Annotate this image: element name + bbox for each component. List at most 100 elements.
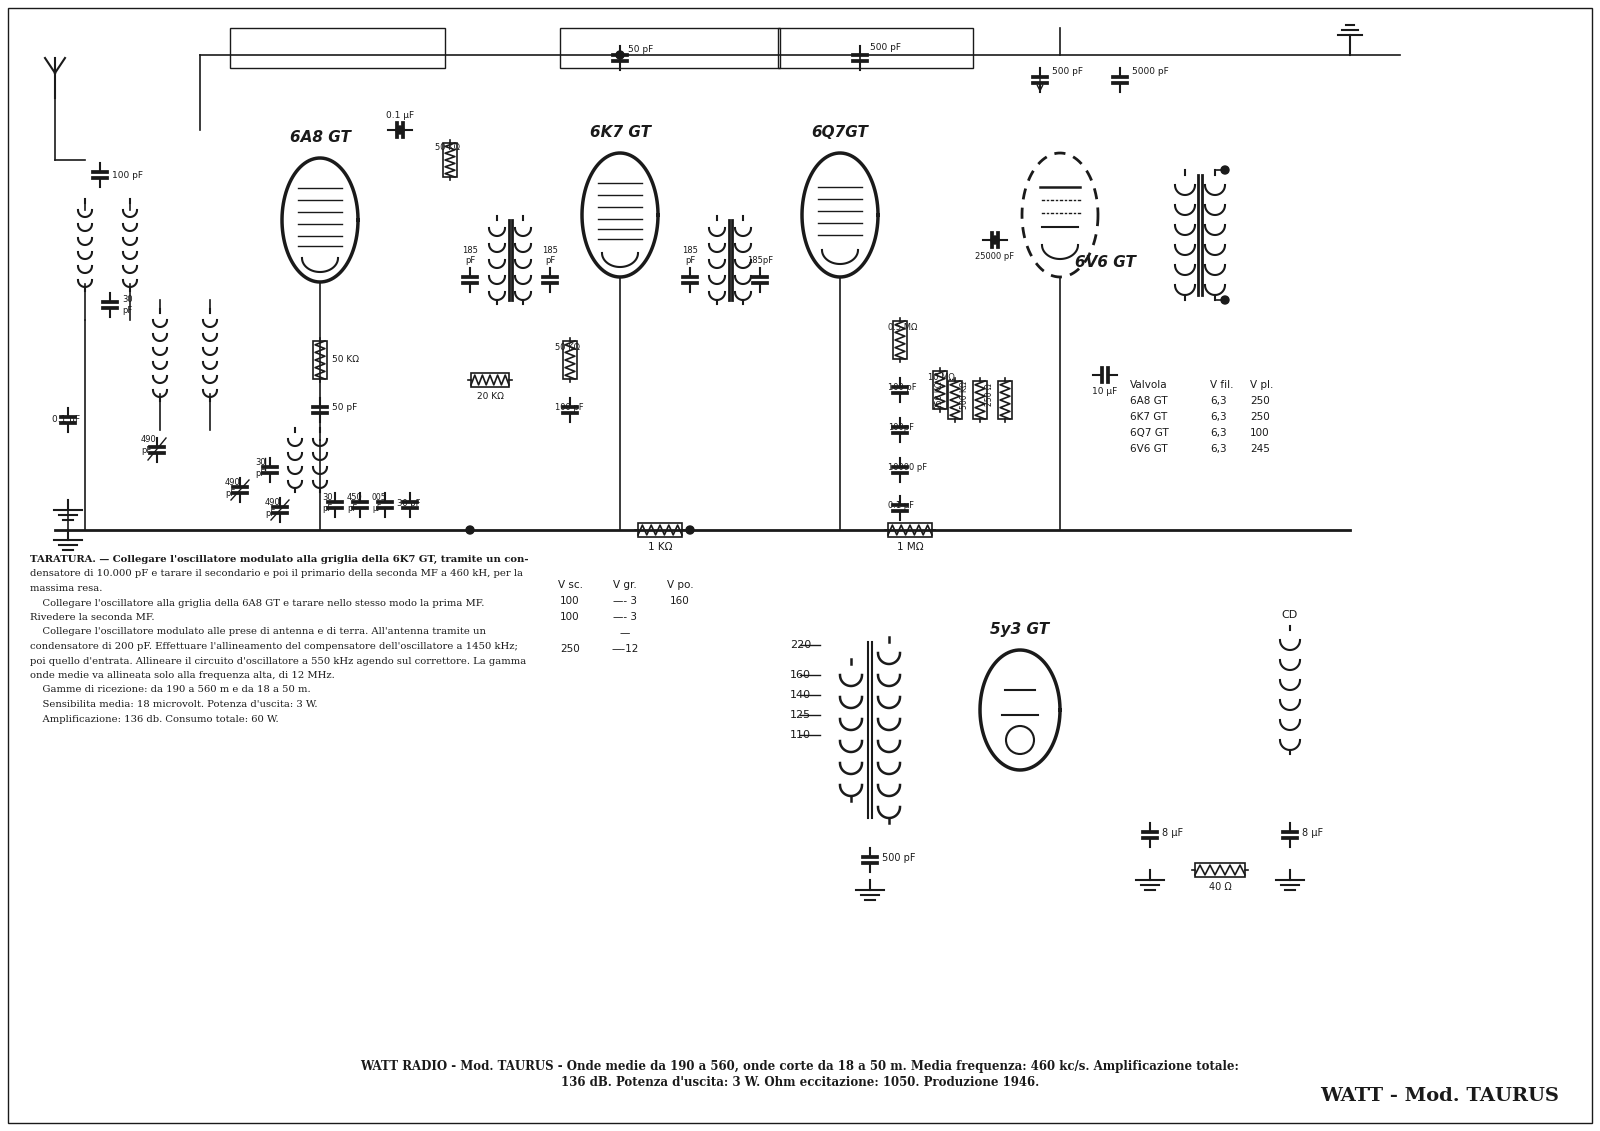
Text: 50 KΩ: 50 KΩ [435, 144, 461, 153]
Text: condensatore di 200 pF. Effettuare l'allineamento del compensatore dell'oscillat: condensatore di 200 pF. Effettuare l'all… [30, 642, 518, 651]
Text: V gr.: V gr. [613, 580, 637, 590]
Text: 8 µF: 8 µF [1302, 828, 1323, 838]
Text: 0.1 µF: 0.1 µF [888, 501, 914, 510]
Circle shape [466, 526, 474, 534]
Text: Collegare l'oscillatore alla griglia della 6A8 GT e tarare nello stesso modo la : Collegare l'oscillatore alla griglia del… [30, 598, 485, 607]
Text: 245: 245 [1250, 444, 1270, 454]
Text: 6,3: 6,3 [1210, 428, 1227, 438]
Text: 30
pF: 30 pF [254, 458, 266, 477]
Text: 490
pF: 490 pF [226, 478, 240, 498]
Text: 500 pF: 500 pF [870, 43, 901, 52]
Text: 500 pF: 500 pF [882, 853, 915, 863]
Text: —- 3: —- 3 [613, 612, 637, 622]
Text: 20 KΩ: 20 KΩ [477, 392, 504, 402]
Circle shape [1221, 296, 1229, 304]
Bar [998, 381, 1013, 418]
Text: Valvola: Valvola [1130, 380, 1168, 390]
Text: 125: 125 [790, 710, 811, 720]
Text: 50 pF: 50 pF [333, 404, 357, 413]
Text: 250 Ω: 250 Ω [986, 383, 994, 406]
Bar [314, 342, 326, 379]
Text: Gamme di ricezione: da 190 a 560 m e da 18 a 50 m.: Gamme di ricezione: da 190 a 560 m e da … [30, 685, 310, 694]
Text: 5000 pF: 5000 pF [1133, 68, 1168, 77]
Bar [230, 28, 445, 68]
Text: 185pF: 185pF [747, 256, 773, 265]
Bar [933, 371, 947, 409]
Text: 160: 160 [790, 670, 811, 680]
Text: —-12: —-12 [611, 644, 638, 654]
Text: 10000 pF: 10000 pF [888, 464, 926, 473]
Bar [947, 381, 962, 418]
Text: massima resa.: massima resa. [30, 584, 102, 593]
Text: V po.: V po. [667, 580, 693, 590]
Circle shape [990, 236, 998, 244]
Text: 005
µF: 005 µF [371, 493, 387, 512]
Text: 6,3: 6,3 [1210, 444, 1227, 454]
Bar [443, 143, 458, 176]
Bar [778, 28, 973, 68]
Text: 6Q7GT: 6Q7GT [811, 126, 869, 140]
Circle shape [397, 126, 403, 133]
Circle shape [1221, 166, 1229, 174]
Circle shape [616, 51, 624, 59]
Text: 10 µF: 10 µF [1093, 387, 1118, 396]
Text: 500 KΩ: 500 KΩ [960, 381, 970, 409]
Text: WATT - Mod. TAURUS: WATT - Mod. TAURUS [1320, 1087, 1560, 1105]
Text: 10 MΩ: 10 MΩ [928, 373, 955, 382]
Text: 220: 220 [790, 640, 811, 650]
Text: 25000 pF: 25000 pF [976, 252, 1014, 261]
Text: poi quello d'entrata. Allineare il circuito d'oscillatore a 550 kHz agendo sul c: poi quello d'entrata. Allineare il circu… [30, 656, 526, 665]
Bar [638, 523, 682, 537]
Text: 250: 250 [560, 644, 579, 654]
Text: 250: 250 [1250, 396, 1270, 406]
Text: 6A8 GT: 6A8 GT [1130, 396, 1168, 406]
Text: CD: CD [1282, 610, 1298, 620]
Text: 0.1 µF: 0.1 µF [386, 111, 414, 120]
Text: 100 pF: 100 pF [555, 404, 584, 413]
Text: 0.1 µF: 0.1 µF [51, 415, 80, 424]
Text: 160: 160 [670, 596, 690, 606]
Text: 100: 100 [1250, 428, 1270, 438]
Text: 5y3 GT: 5y3 GT [990, 622, 1050, 637]
Text: 6Q7 GT: 6Q7 GT [1130, 428, 1168, 438]
Text: 500 pF: 500 pF [1053, 68, 1083, 77]
Text: 6,3: 6,3 [1210, 412, 1227, 422]
Text: 50 KΩ: 50 KΩ [555, 344, 579, 353]
Text: 50 pF: 50 pF [627, 45, 653, 54]
Text: —: — [619, 628, 630, 638]
Bar [893, 321, 907, 359]
Text: 136 dB. Potenza d'uscita: 3 W. Ohm eccitazione: 1050. Produzione 1946.: 136 dB. Potenza d'uscita: 3 W. Ohm eccit… [562, 1076, 1038, 1089]
Bar [470, 373, 509, 387]
Text: —- 3: —- 3 [613, 596, 637, 606]
Text: 1 MΩ: 1 MΩ [896, 542, 923, 552]
Text: 40 Ω: 40 Ω [1208, 882, 1232, 892]
Text: 50 KΩ: 50 KΩ [333, 355, 358, 364]
Text: 30
pF: 30 pF [122, 295, 133, 314]
Text: V pl.: V pl. [1250, 380, 1274, 390]
Text: 100: 100 [560, 612, 579, 622]
Bar [1195, 863, 1245, 877]
Text: 30
pF: 30 pF [322, 493, 333, 512]
Text: WATT RADIO - Mod. TAURUS - Onde medie da 190 a 560, onde corte da 18 a 50 m. Med: WATT RADIO - Mod. TAURUS - Onde medie da… [360, 1060, 1240, 1073]
Text: 6K7 GT: 6K7 GT [589, 126, 651, 140]
Text: 30 pF: 30 pF [397, 499, 421, 508]
Text: densatore di 10.000 pF e tarare il secondario e poi il primario della seconda MF: densatore di 10.000 pF e tarare il secon… [30, 570, 523, 578]
Text: 100 pF: 100 pF [112, 171, 142, 180]
Text: TARATURA. — Collegare l'oscillatore modulato alla griglia della 6K7 GT, tramite : TARATURA. — Collegare l'oscillatore modu… [30, 555, 528, 564]
Text: 6,3: 6,3 [1210, 396, 1227, 406]
Bar [560, 28, 781, 68]
Text: 490
pF: 490 pF [266, 499, 280, 518]
Text: Collegare l'oscillatore modulato alle prese di antenna e di terra. All'antenna t: Collegare l'oscillatore modulato alle pr… [30, 628, 486, 637]
Text: onde medie va allineata solo alla frequenza alta, di 12 MHz.: onde medie va allineata solo alla freque… [30, 671, 334, 680]
Text: 100 pF: 100 pF [888, 383, 917, 392]
Text: 6V6 GT: 6V6 GT [1075, 254, 1136, 270]
Text: 185
pF: 185 pF [542, 245, 558, 265]
Text: 110: 110 [790, 729, 811, 740]
Text: 185
pF: 185 pF [682, 245, 698, 265]
Text: 185
pF: 185 pF [462, 245, 478, 265]
Text: 1 KΩ: 1 KΩ [648, 542, 672, 552]
Text: Sensibilita media: 18 microvolt. Potenza d'uscita: 3 W.: Sensibilita media: 18 microvolt. Potenza… [30, 700, 317, 709]
Text: 250: 250 [1250, 412, 1270, 422]
Text: 8 µF: 8 µF [1162, 828, 1182, 838]
Bar [888, 523, 931, 537]
